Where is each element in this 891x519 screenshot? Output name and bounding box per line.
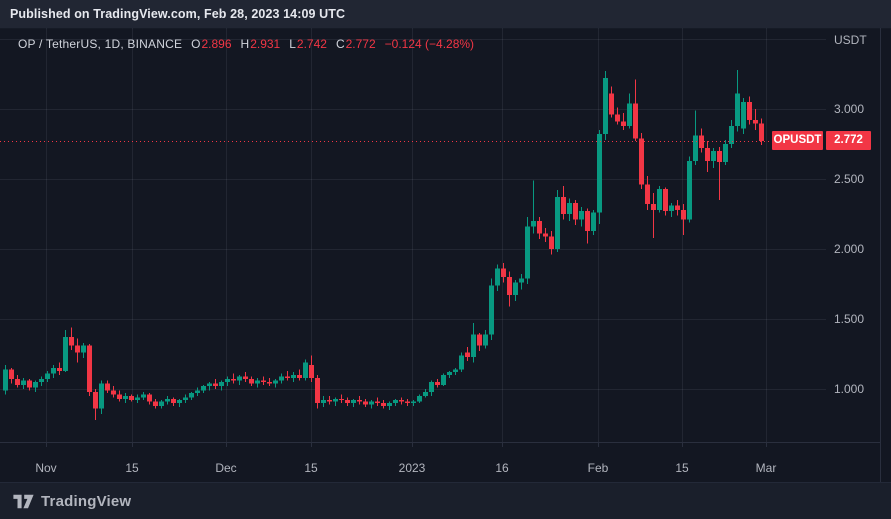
price-axis-label: 2.500: [834, 172, 865, 186]
published-text: Published on TradingView.com, Feb 28, 20…: [10, 7, 346, 21]
close-label: C: [335, 37, 345, 51]
gridlines: [0, 28, 826, 442]
last-price-value-badge: 2.772: [826, 131, 871, 150]
time-axis-label: Dec: [215, 461, 237, 475]
candlestick-series: [3, 69, 764, 420]
time-axis-label: Nov: [35, 461, 57, 475]
time-axis-label: 16: [495, 461, 509, 475]
axis-border-lines: [0, 28, 881, 482]
time-axis-label: 15: [675, 461, 689, 475]
tradingview-logo-icon[interactable]: [13, 494, 34, 509]
open-value: 2.896: [201, 37, 232, 51]
symbol-title[interactable]: OP / TetherUS, 1D, BINANCE: [18, 37, 183, 51]
low-value: 2.742: [296, 37, 327, 51]
footer-bar: TradingView: [0, 482, 891, 519]
published-banner: Published on TradingView.com, Feb 28, 20…: [0, 0, 891, 29]
ohlc-high: H 2.931: [241, 37, 281, 51]
open-label: O: [191, 37, 201, 51]
time-axis-label: 15: [125, 461, 139, 475]
price-axis-currency-label: USDT: [834, 33, 867, 47]
high-value: 2.931: [250, 37, 281, 51]
ohlc-close: C 2.772: [336, 37, 376, 51]
ohlc-open: O 2.896: [191, 37, 231, 51]
time-axis-label: Feb: [587, 461, 609, 475]
close-value: 2.772: [345, 37, 376, 51]
time-axis-label: Mar: [755, 461, 777, 475]
tradingview-brand-text[interactable]: TradingView: [41, 492, 132, 510]
time-axis-label: 15: [304, 461, 318, 475]
price-axis-label: 3.000: [834, 102, 865, 116]
price-axis-label: 1.000: [834, 382, 865, 396]
change-value: −0.124 (−4.28%): [384, 37, 475, 51]
high-label: H: [240, 37, 250, 51]
price-axis-label: 2.000: [834, 242, 865, 256]
last-price-symbol-badge: OPUSDT: [772, 131, 823, 150]
ohlc-low: L 2.742: [289, 37, 327, 51]
time-axis-label: 2023: [398, 461, 426, 475]
low-label: L: [289, 37, 296, 51]
symbol-ohlc-readout: OP / TetherUS, 1D, BINANCE O 2.896 H 2.931…: [18, 37, 474, 51]
price-axis-label: 1.500: [834, 312, 865, 326]
